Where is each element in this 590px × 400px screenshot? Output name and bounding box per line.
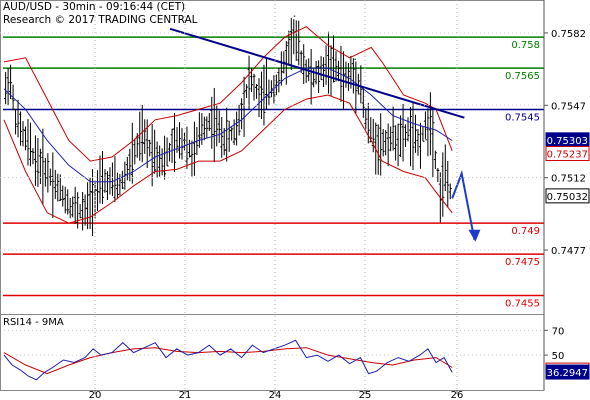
rsi-value-tag — [545, 364, 590, 380]
level-label: 0.749 — [511, 226, 540, 237]
price-panel: 0.758 0.7565 0.7545 0.749 0.7475 0.7455 — [3, 15, 544, 310]
bollinger-lower-band — [3, 94, 453, 224]
x-tick-label: 21 — [179, 390, 192, 400]
rsi-y-tick-label: 50 — [552, 351, 565, 362]
rsi-panel-title: RSI14 - 9MA — [3, 317, 64, 328]
price-value-tag-label: 0.75303 — [547, 136, 588, 147]
price-panel-frame — [0, 0, 545, 315]
price-y-tick-label: 0.7582 — [551, 29, 586, 40]
forecast-arrow-head — [468, 229, 481, 242]
level-label: 0.7455 — [505, 299, 540, 310]
rsi-y-tick-label: 70 — [552, 326, 565, 337]
bollinger-upper-band — [3, 26, 453, 162]
price-y-tick-label: 0.7477 — [551, 246, 586, 257]
x-tick-label: 26 — [451, 390, 464, 400]
rsi-line — [3, 339, 453, 381]
price-value-tag-label: 0.75237 — [547, 149, 588, 160]
rsi-panel — [0, 329, 544, 381]
level-label: 0.758 — [511, 40, 540, 51]
rsi-ma-line — [3, 347, 453, 375]
price-y-tick-label: 0.7547 — [551, 101, 586, 112]
moving-average-line — [3, 67, 453, 183]
forecast-arrow-path — [451, 169, 476, 240]
x-tick-label: 24 — [269, 390, 282, 400]
candles — [4, 15, 452, 237]
level-label: 0.7545 — [505, 112, 540, 123]
price-value-tag — [545, 188, 590, 204]
x-tick-label: 20 — [89, 390, 102, 400]
level-label: 0.7475 — [505, 257, 540, 268]
price-value-tag — [545, 145, 590, 161]
rsi-panel-frame — [0, 314, 545, 391]
x-tick-label: 25 — [359, 390, 372, 400]
resistance-trendline — [169, 27, 465, 119]
chart-header-source: Research © 2017 TRADING CENTRAL — [3, 14, 198, 26]
rsi-value-tag-label: 36.2947 — [547, 368, 588, 379]
chart-header-title: AUD/USD - 30min - 09:16:44 (CET) — [3, 1, 186, 13]
price-value-tag-label: 0.75032 — [547, 192, 588, 203]
price-y-tick-label: 0.7512 — [551, 174, 586, 185]
level-label: 0.7565 — [505, 71, 540, 82]
